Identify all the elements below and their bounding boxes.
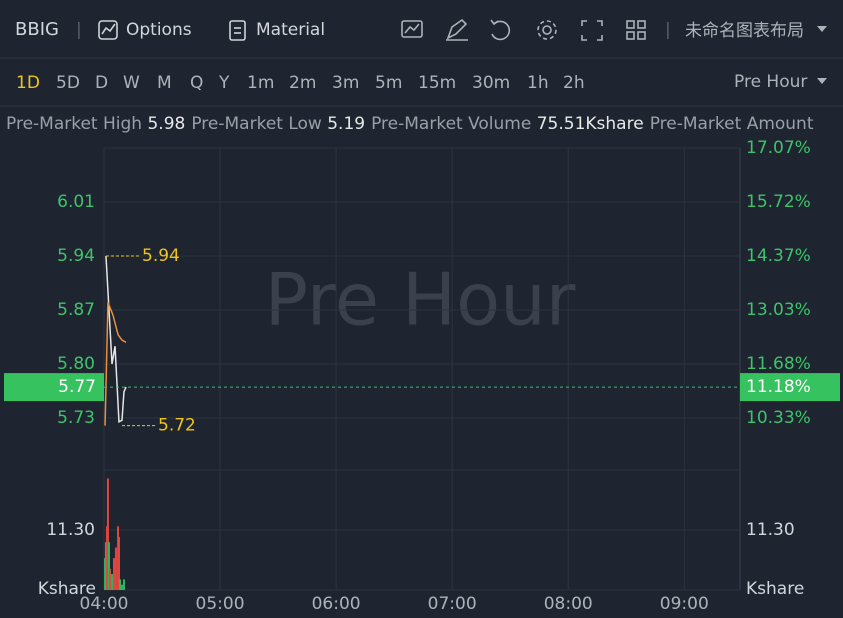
x-tick-label: 05:00 — [196, 594, 245, 614]
x-tick-label: 08:00 — [544, 594, 593, 614]
x-tick-label: 09:00 — [660, 594, 709, 614]
volume-bar — [107, 542, 110, 590]
price-line — [105, 255, 127, 424]
symbol[interactable]: BBIG — [15, 19, 59, 40]
interval-button[interactable]: M — [157, 73, 172, 93]
interval-button[interactable]: 2h — [563, 73, 585, 93]
dropdown-arrow[interactable] — [817, 26, 827, 32]
dropdown-arrow[interactable] — [817, 78, 827, 84]
y-tick-label: 5.87 — [57, 300, 95, 320]
unit-label: Kshare — [746, 579, 804, 599]
stat-label: Pre-Market Amount — [649, 114, 814, 134]
interval-button[interactable]: 2m — [289, 73, 316, 93]
toolbar-icons[interactable] — [401, 18, 646, 41]
y2-tick-label: 14.37% — [746, 246, 811, 266]
interval-button[interactable]: D — [95, 73, 108, 93]
y2-tick-label: 11.68% — [746, 354, 811, 374]
y2-tick-label: 10.33% — [746, 408, 811, 428]
stat-label: Pre-Market High — [6, 114, 143, 134]
current-pct-box — [740, 373, 840, 402]
volume-bar — [120, 584, 123, 590]
volume-bar — [104, 542, 107, 590]
y-tick-label: 5.94 — [57, 246, 95, 266]
interval-button[interactable]: 5m — [375, 73, 402, 93]
stat-value: 75.51Kshare — [536, 114, 644, 134]
stat-value: 5.19 — [327, 114, 366, 134]
material-icon[interactable] — [229, 20, 246, 41]
stat-label: Pre-Market Low — [191, 114, 322, 134]
options-button[interactable]: Options — [126, 20, 192, 40]
separator: | — [665, 20, 671, 40]
volume-bar — [111, 574, 114, 590]
y-tick-label: 5.80 — [57, 354, 95, 374]
stat-label: Pre-Market Volume — [371, 114, 532, 134]
current-price-box — [4, 373, 104, 402]
session-select[interactable]: Pre Hour — [734, 72, 807, 92]
material-button[interactable]: Material — [256, 20, 325, 40]
volume-bar — [112, 558, 115, 590]
volume-bar — [109, 568, 112, 590]
interval-button[interactable]: 1D — [16, 73, 40, 93]
plot: 04:00 05:00 06:00 07:00 08:00 09:00 6.01 5.94 5.… — [4, 138, 840, 614]
x-tick-label: 04:00 — [80, 594, 129, 614]
price-line — [104, 301, 127, 426]
watermark: Pre Hour — [265, 258, 576, 342]
layout-name[interactable]: 未命名图表布局 — [685, 21, 804, 41]
high-label: 5.94 — [142, 246, 180, 266]
interval-button[interactable]: 15m — [418, 73, 456, 93]
current-price-label: 5.77 — [58, 377, 96, 397]
options-icon[interactable] — [98, 20, 118, 40]
interval-button[interactable]: 1h — [527, 73, 549, 93]
volume-bar — [106, 478, 109, 590]
x-tick-label: 06:00 — [312, 594, 361, 614]
y2-tick-label: 17.07% — [746, 138, 811, 158]
volume-bar — [114, 547, 117, 590]
unit-label: Kshare — [38, 579, 96, 599]
y-tick-label: 5.73 — [57, 408, 95, 428]
volume-bar — [119, 579, 122, 590]
interval-button[interactable]: 30m — [472, 73, 510, 93]
y2-tick-label: 13.03% — [746, 300, 811, 320]
volume-bar — [122, 579, 125, 590]
interval-button[interactable]: Q — [190, 73, 203, 93]
interval-button[interactable]: Y — [218, 73, 230, 93]
stats-bar: Pre-Market High 5.98 Pre-Market Low 5.19 P… — [6, 114, 814, 134]
interval-button[interactable]: 3m — [332, 73, 359, 93]
separator: | — [76, 20, 82, 40]
x-tick-label: 07:00 — [428, 594, 477, 614]
low-label: 5.72 — [158, 416, 196, 436]
interval-button[interactable]: 1m — [247, 73, 274, 93]
y2-tick-label: 15.72% — [746, 192, 811, 212]
y2-tick-label: 11.30 — [746, 520, 795, 540]
interval-button[interactable]: 5D — [56, 73, 80, 93]
volume-bar — [117, 536, 120, 590]
y-tick-label: 6.01 — [57, 192, 95, 212]
stat-value: 5.98 — [147, 114, 186, 134]
current-pct-label: 11.18% — [746, 377, 811, 397]
interval-button[interactable]: W — [123, 73, 140, 93]
interval-bar: 1D 5D D W M Q Y 1m 2m 3m 5m 15m 30m 1h 2h — [16, 73, 585, 93]
y-tick-label: 11.30 — [46, 520, 95, 540]
